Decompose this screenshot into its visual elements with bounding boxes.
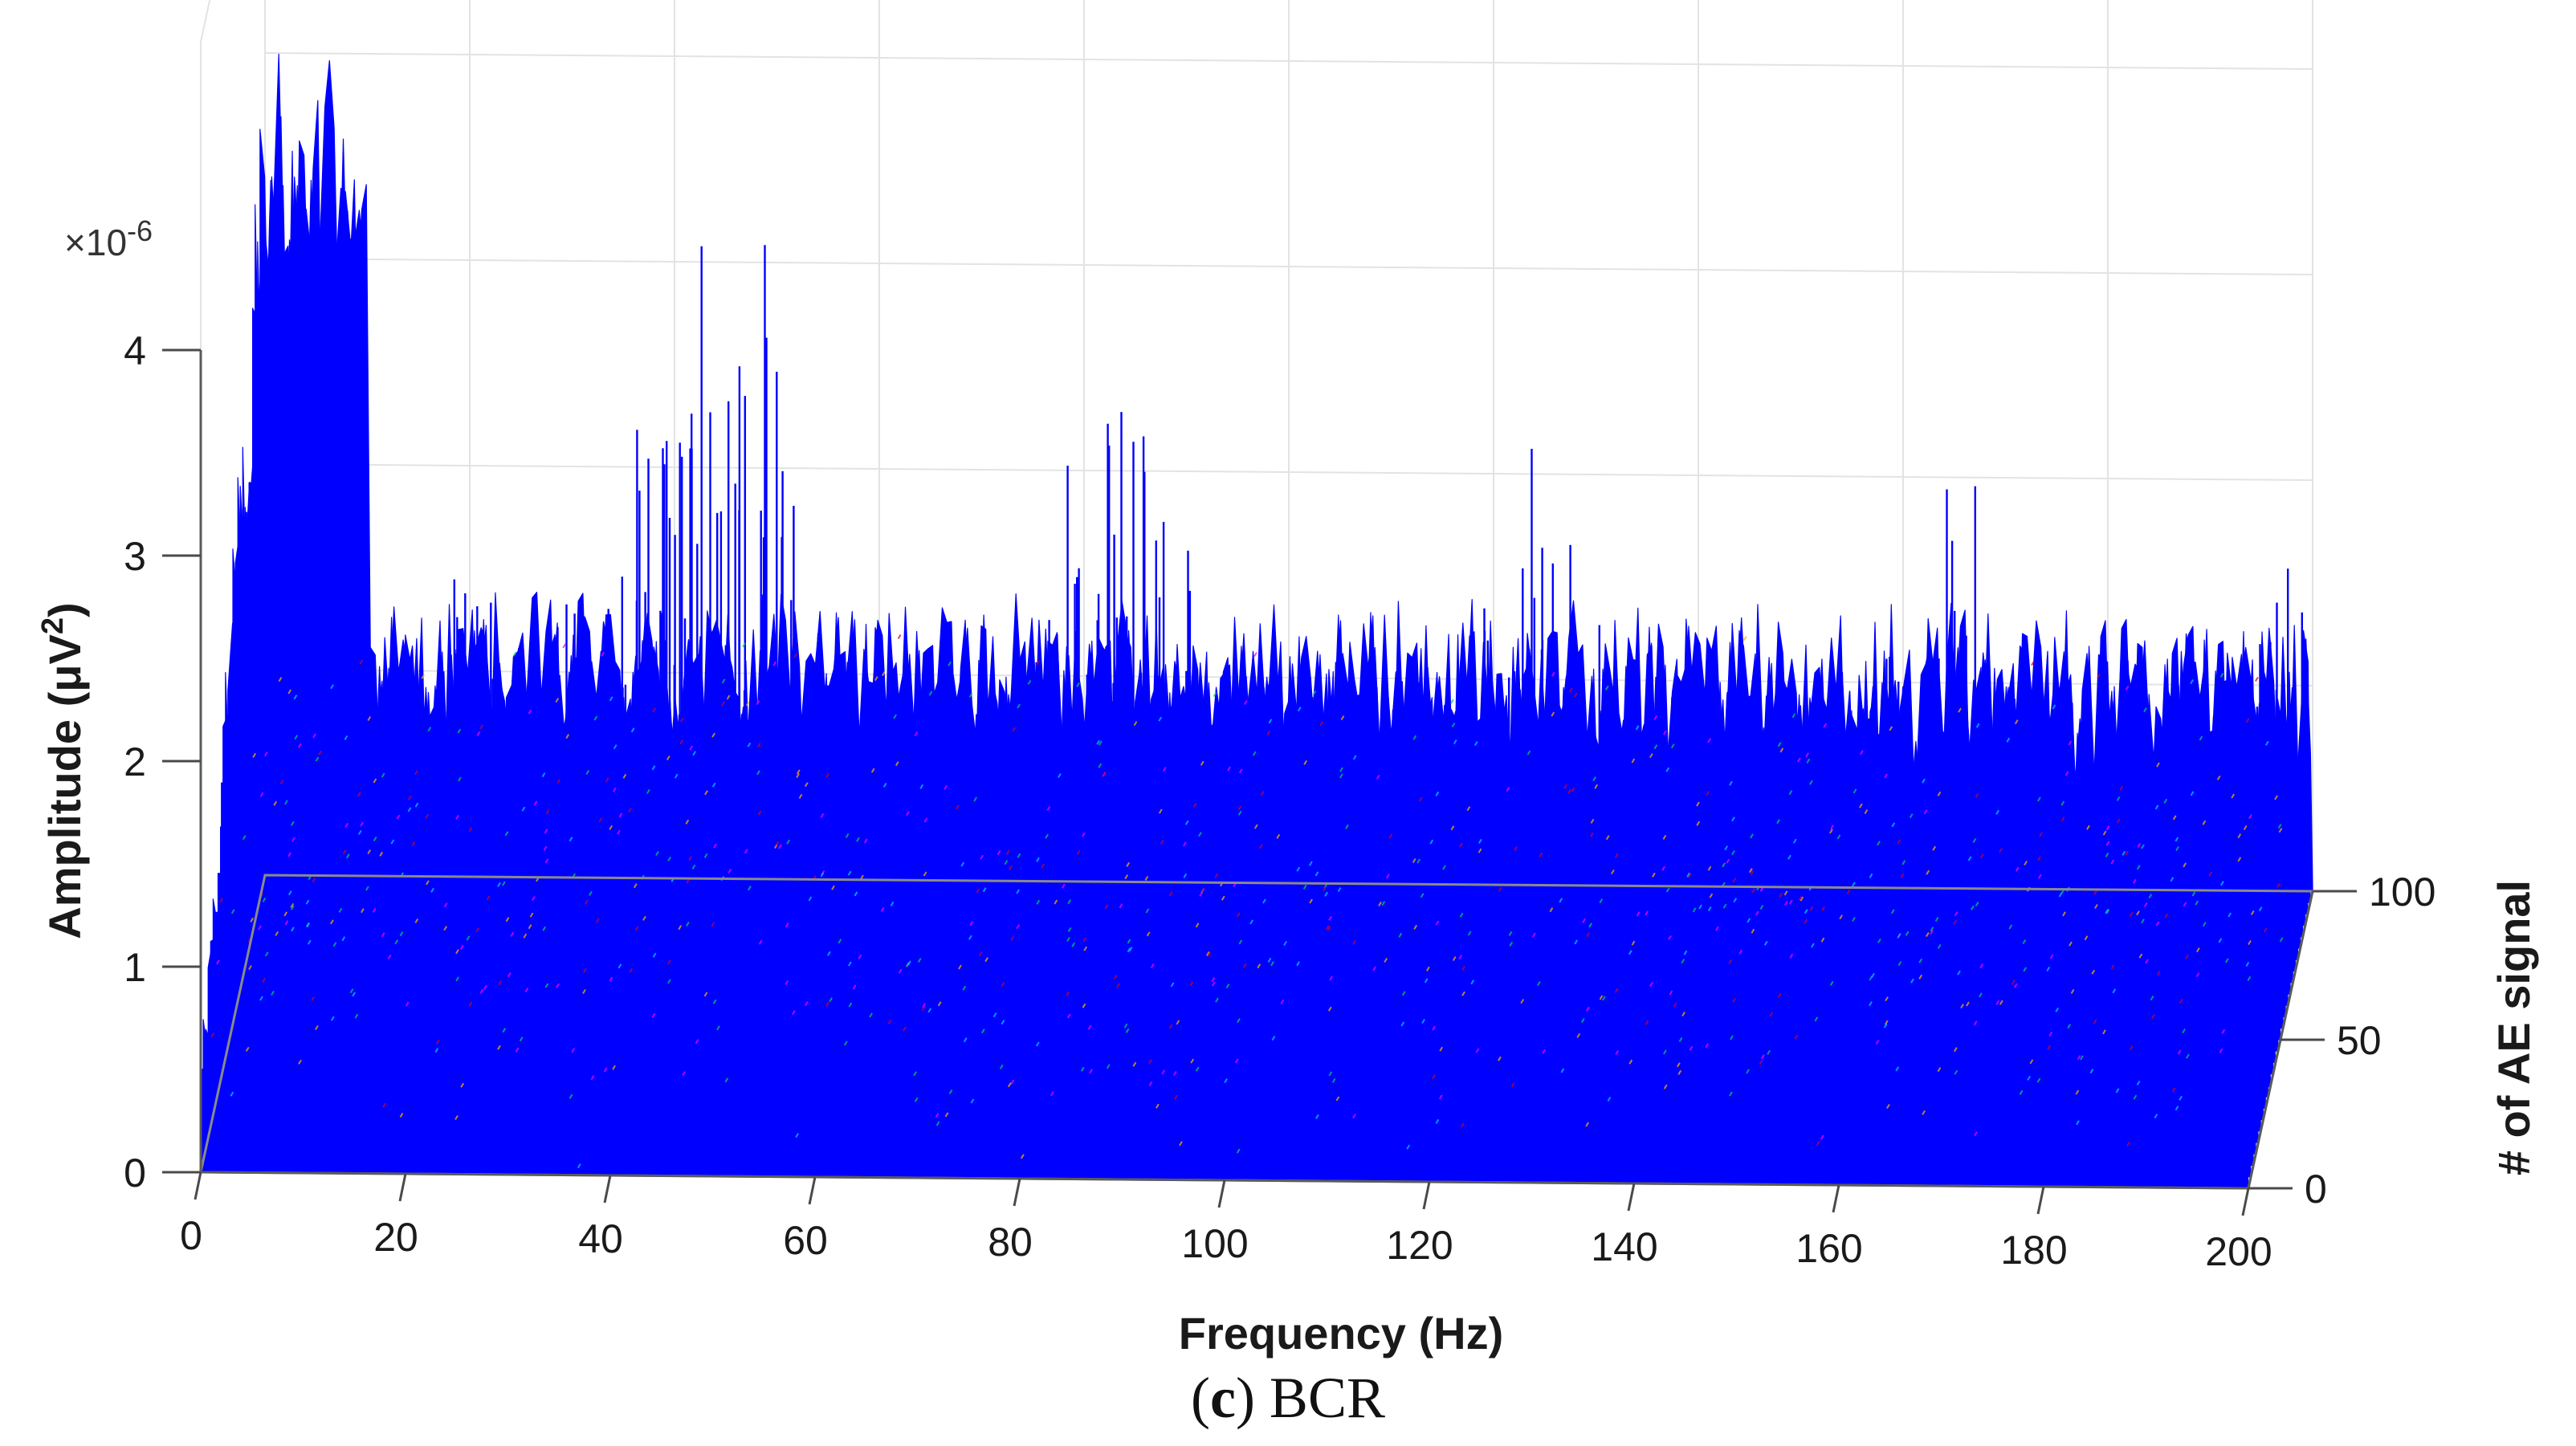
- x-tick-mark: [1013, 1178, 1021, 1207]
- grid-line: [264, 258, 2313, 275]
- x-tick-mark: [398, 1173, 407, 1202]
- x-tick-label: 140: [1591, 1224, 1657, 1269]
- z-axis-title-superscript: 2: [36, 617, 70, 634]
- noise-speckles: [245, 636, 2283, 1159]
- grid-line: [200, 0, 211, 43]
- x-tick-mark: [1627, 1183, 1636, 1212]
- x-tick-label: 80: [988, 1220, 1033, 1265]
- z-tick-label: 0: [124, 1151, 146, 1195]
- x-tick-mark: [1422, 1181, 1431, 1210]
- axes: 0 20 40 60 80 100 120 140 160 180 200 0 50 100 0 1 2 3 4: [124, 328, 2435, 1274]
- z-tick-label: 1: [124, 945, 146, 990]
- figure-caption: (c) BCR: [1190, 1366, 1385, 1430]
- spectrum-peaks: [221, 245, 2303, 1171]
- x-axis-title: Frequency (Hz): [1179, 1308, 1504, 1358]
- noise-speckles: [230, 642, 2284, 1154]
- spectra-layer: [199, 53, 2314, 1190]
- grid-line: [264, 52, 2313, 70]
- x-tick-mark: [2241, 1187, 2250, 1216]
- x-tick-mark: [194, 1171, 202, 1200]
- z-axis-title: Amplitude (μV2): [36, 602, 90, 939]
- x-tick-label: 0: [180, 1213, 202, 1258]
- x-tick-label: 40: [578, 1216, 623, 1261]
- caption-text: BCR: [1254, 1366, 1385, 1430]
- y-tick-label: 0: [2305, 1167, 2327, 1212]
- x-tick-label: 200: [2205, 1229, 2272, 1274]
- z-tick-label: 2: [124, 739, 146, 784]
- noise-speckles: [216, 643, 2252, 1140]
- x-tick-label: 20: [373, 1215, 418, 1260]
- x-tick-mark: [808, 1176, 817, 1205]
- z-tick-label: 4: [124, 328, 146, 373]
- z-tick-label: 3: [124, 534, 146, 579]
- x-tick-mark: [1217, 1179, 1226, 1208]
- y-tick-label: 50: [2337, 1018, 2382, 1063]
- x-tick-label: 160: [1795, 1226, 1862, 1271]
- spectrum-trace: [200, 1034, 2249, 1189]
- grid-line: [264, 463, 2313, 481]
- low-frequency-peak: [263, 180, 336, 1025]
- x-tick-label: 120: [1386, 1223, 1453, 1268]
- y-axis-title: # of AE signal: [2488, 880, 2539, 1175]
- x-tick-mark: [1832, 1184, 1840, 1213]
- x-tick-mark: [2036, 1186, 2045, 1215]
- caption-letter: c: [1209, 1366, 1236, 1430]
- noise-speckles: [210, 633, 2281, 1147]
- x-tick-mark: [603, 1175, 612, 1204]
- x-tick-label: 180: [2000, 1228, 2067, 1273]
- z-exponent-label: ×10-6: [64, 214, 153, 263]
- y-tick-label: 100: [2369, 870, 2435, 914]
- x-tick-label: 100: [1181, 1221, 1248, 1266]
- x-tick-label: 60: [783, 1218, 828, 1263]
